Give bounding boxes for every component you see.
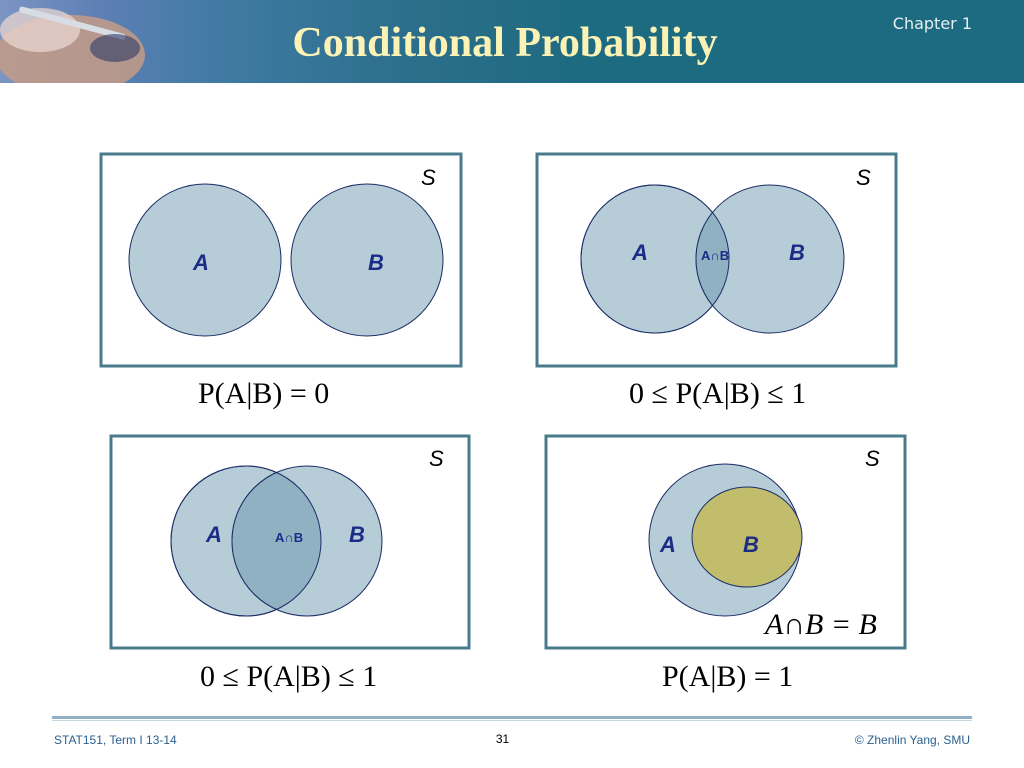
page-title: Conditional Probability bbox=[292, 20, 718, 66]
formula-subset: P(A|B) = 1 bbox=[662, 660, 794, 693]
header-photo bbox=[0, 0, 565, 83]
course-label: STAT151, Term I 13-14 bbox=[54, 733, 177, 747]
footer-divider bbox=[52, 716, 972, 719]
venn-disjoint: S A B bbox=[99, 152, 463, 368]
set-b-label: B bbox=[789, 240, 805, 265]
set-b-circle bbox=[691, 486, 803, 588]
intersection-region bbox=[695, 185, 729, 333]
sample-space-label: S bbox=[865, 446, 880, 471]
intersection-label: A∩B bbox=[701, 248, 729, 263]
hand-pen-image bbox=[0, 6, 145, 83]
sample-space-frame bbox=[535, 152, 898, 368]
chapter-label: Chapter 1 bbox=[892, 14, 972, 33]
footer-divider-light bbox=[52, 720, 972, 721]
set-a-label: A bbox=[192, 250, 209, 275]
formula-partial-overlap: 0 ≤ P(A|B) ≤ 1 bbox=[629, 377, 807, 410]
set-a-outline bbox=[580, 184, 730, 334]
venn-large-overlap: S A B A∩B bbox=[109, 434, 471, 650]
set-b-circle bbox=[290, 183, 444, 337]
sample-space-frame bbox=[109, 434, 471, 650]
set-a-outline bbox=[170, 465, 322, 617]
sample-space-label: S bbox=[429, 446, 444, 471]
set-b-label: B bbox=[368, 250, 384, 275]
sample-space-label: S bbox=[856, 165, 871, 190]
set-a-label: A bbox=[631, 240, 648, 265]
set-b-label: B bbox=[743, 532, 759, 557]
copyright-label: © Zhenlin Yang, SMU bbox=[854, 733, 970, 747]
venn-subset: S A B bbox=[544, 434, 907, 650]
set-b-label: B bbox=[349, 522, 365, 547]
venn-partial-overlap: S A B A∩B bbox=[535, 152, 898, 368]
intersection-label: A∩B bbox=[275, 530, 303, 545]
formula-large-overlap: 0 ≤ P(A|B) ≤ 1 bbox=[200, 660, 378, 693]
intersection-region bbox=[231, 466, 321, 616]
set-a-circle bbox=[128, 183, 282, 337]
set-a-label: A bbox=[659, 532, 676, 557]
sample-space-frame bbox=[544, 434, 907, 650]
sample-space-frame bbox=[99, 152, 463, 368]
formula-disjoint: P(A|B) = 0 bbox=[198, 377, 330, 410]
subset-relation: A∩B = B bbox=[765, 608, 877, 641]
page-number: 31 bbox=[495, 732, 510, 746]
slide-header: Conditional Probability Chapter 1 bbox=[0, 0, 1024, 83]
sample-space-label: S bbox=[421, 165, 436, 190]
set-a-label: A bbox=[205, 522, 222, 547]
